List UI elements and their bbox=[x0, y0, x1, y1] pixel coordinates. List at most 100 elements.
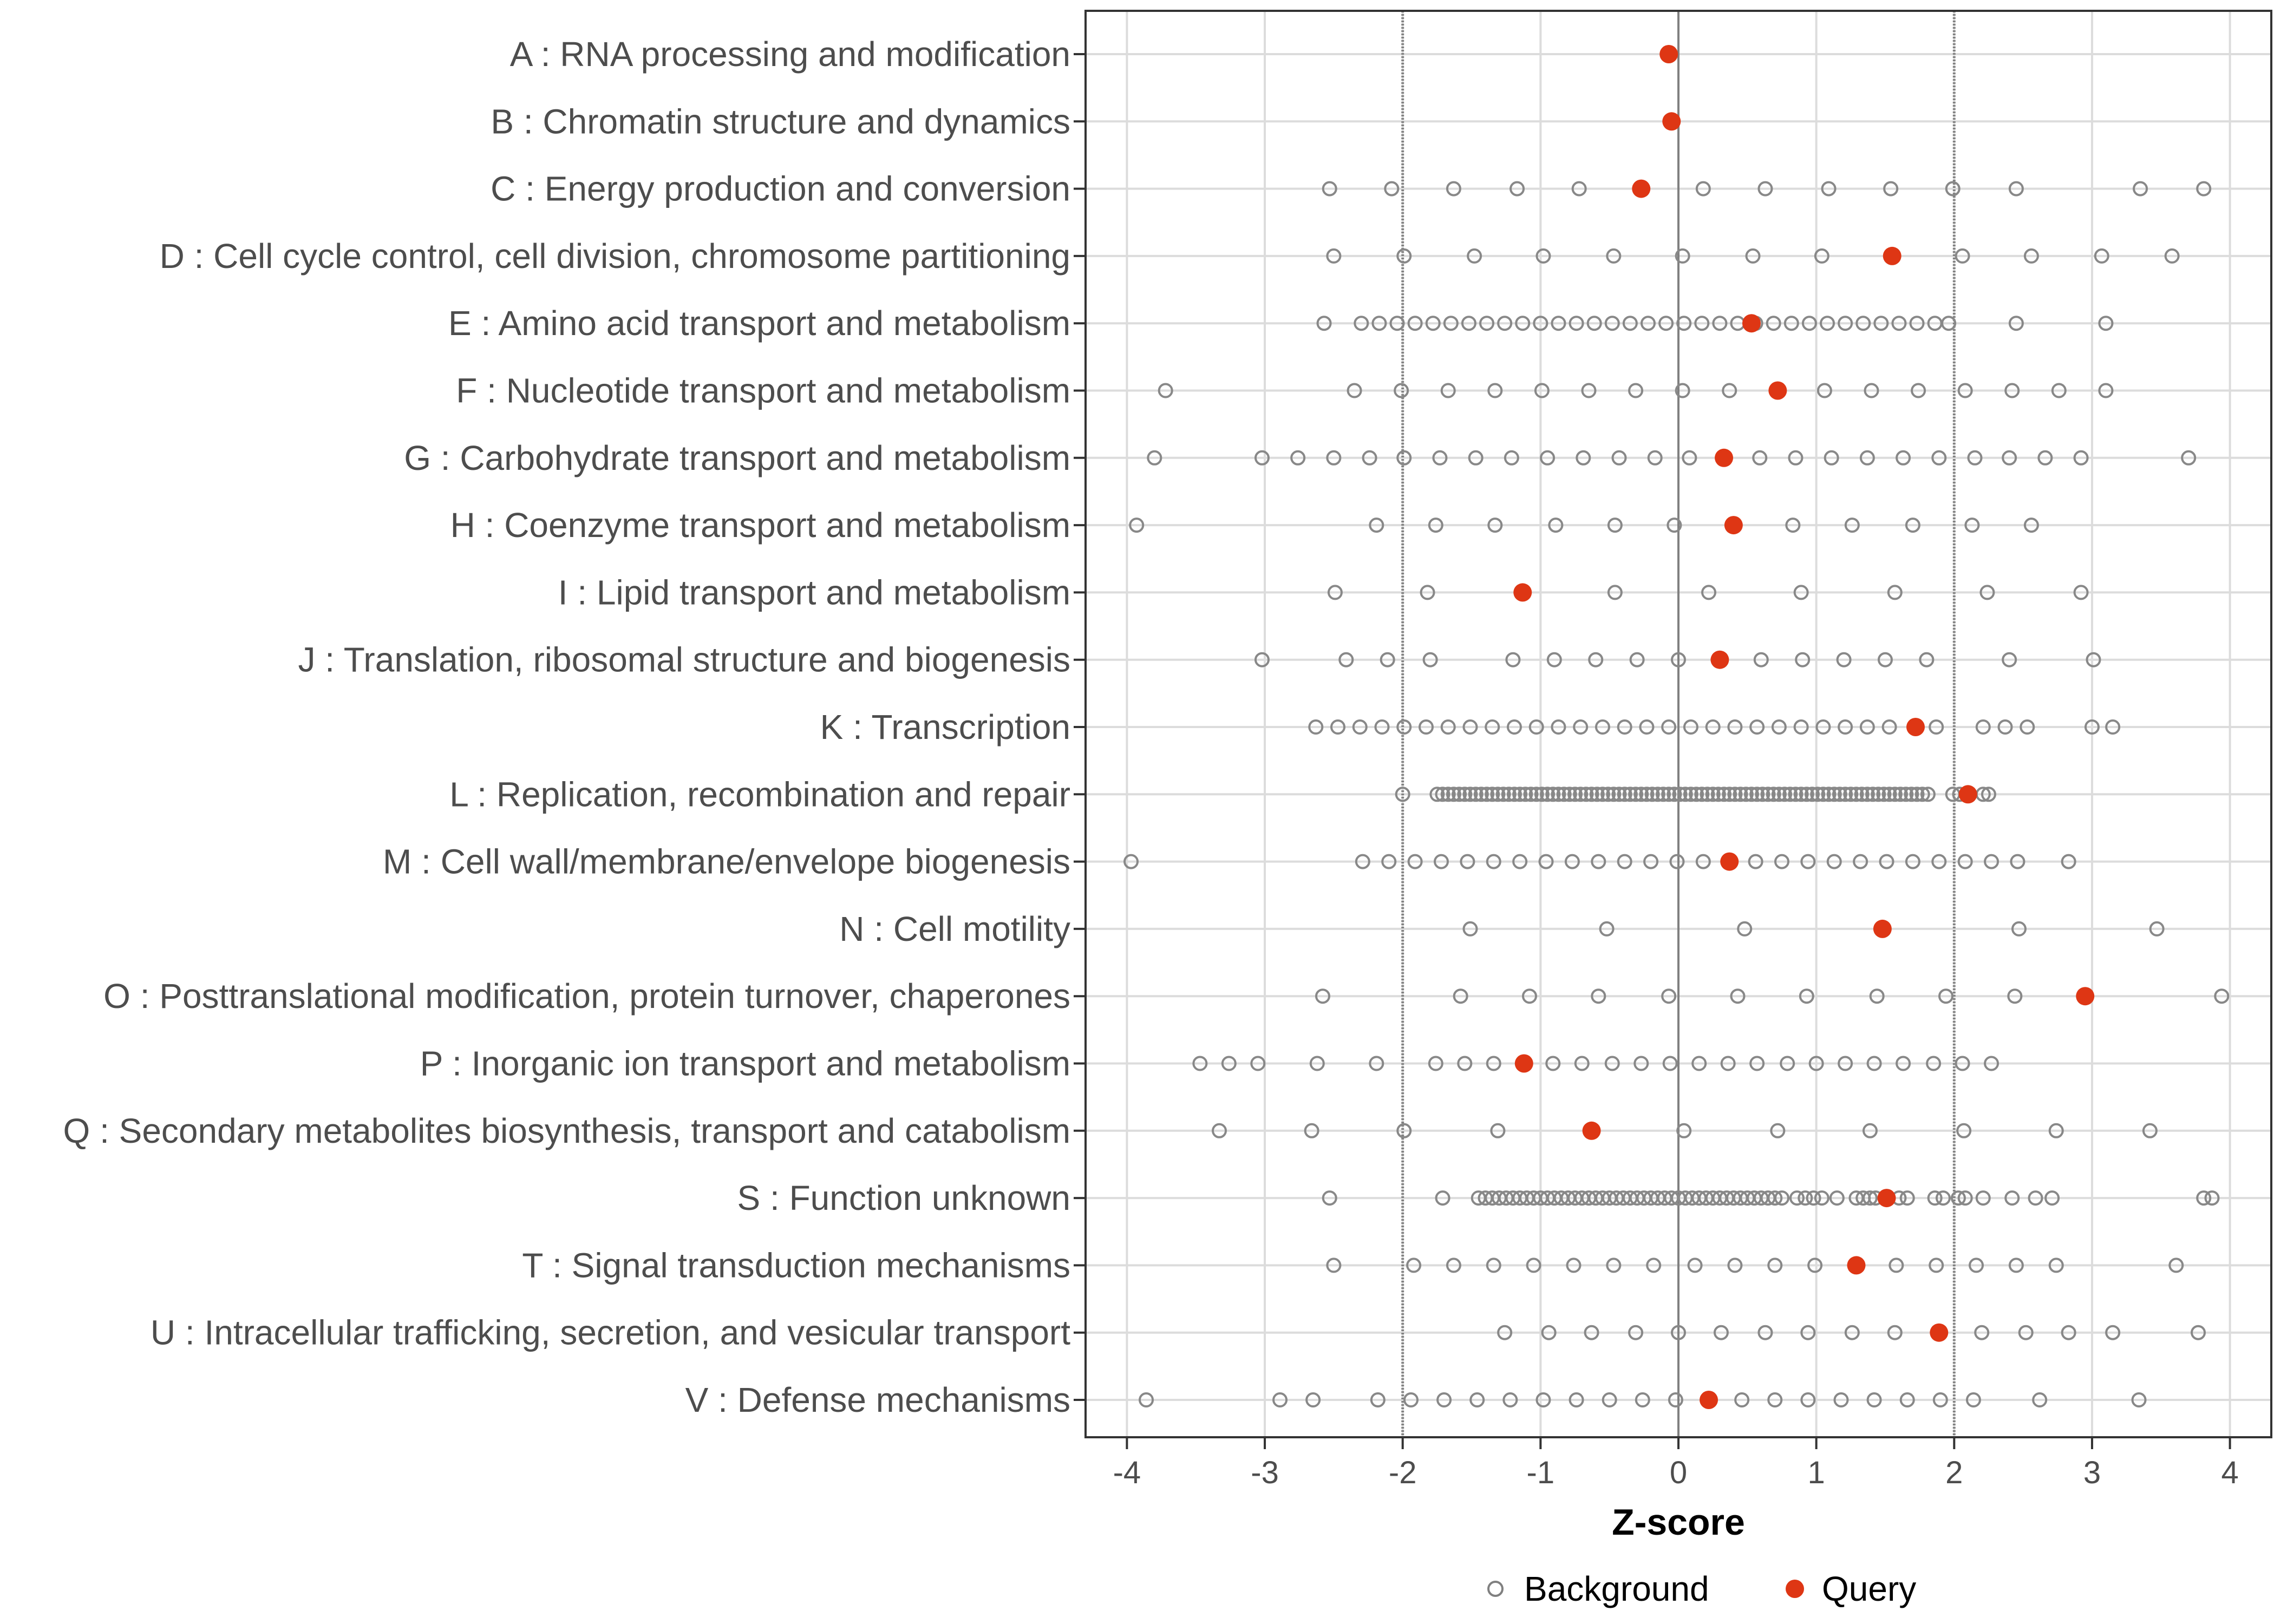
background-point bbox=[1384, 181, 1400, 197]
background-point bbox=[1892, 787, 1908, 802]
background-point bbox=[2168, 1258, 2184, 1273]
background-point bbox=[1129, 518, 1145, 533]
background-point bbox=[2023, 518, 2039, 533]
background-point bbox=[1969, 1258, 1984, 1273]
background-point bbox=[1604, 1056, 1620, 1071]
background-point bbox=[1710, 787, 1726, 802]
background-point bbox=[1887, 787, 1903, 802]
background-point bbox=[1780, 1056, 1795, 1071]
category-label: B : Chromatin structure and dynamics bbox=[491, 102, 1070, 141]
background-point bbox=[1661, 719, 1677, 735]
background-point bbox=[1591, 988, 1606, 1004]
background-point bbox=[1569, 1392, 1584, 1407]
background-point bbox=[1355, 854, 1370, 869]
background-point bbox=[1457, 787, 1473, 802]
background-point bbox=[2002, 652, 2017, 667]
background-point bbox=[2007, 988, 2023, 1004]
background-point bbox=[1997, 719, 2013, 735]
background-point bbox=[1789, 1190, 1805, 1206]
background-point bbox=[1727, 719, 1743, 735]
background-point bbox=[1578, 787, 1594, 802]
background-point bbox=[1919, 652, 1935, 667]
query-point bbox=[1582, 1121, 1601, 1140]
background-point bbox=[1599, 921, 1615, 937]
background-point bbox=[1838, 787, 1853, 802]
background-point bbox=[1479, 787, 1495, 802]
x-tick-label: -1 bbox=[1527, 1455, 1555, 1490]
background-point bbox=[1965, 1392, 1981, 1407]
background-point bbox=[1646, 1258, 1662, 1273]
background-point bbox=[1512, 787, 1528, 802]
background-point bbox=[1752, 450, 1768, 466]
background-point bbox=[1533, 316, 1548, 331]
background-point bbox=[1838, 1056, 1853, 1071]
background-point bbox=[1371, 316, 1387, 331]
background-point bbox=[1490, 787, 1506, 802]
background-point bbox=[1606, 787, 1622, 802]
background-point bbox=[1362, 450, 1377, 466]
background-point bbox=[1810, 787, 1826, 802]
background-point bbox=[1720, 1056, 1736, 1071]
background-point bbox=[1743, 787, 1759, 802]
background-point bbox=[1833, 1392, 1849, 1407]
background-point bbox=[1589, 787, 1605, 802]
background-point bbox=[2010, 854, 2025, 869]
background-point bbox=[1290, 450, 1306, 466]
background-point bbox=[1330, 719, 1346, 735]
background-point bbox=[1221, 1056, 1237, 1071]
background-point bbox=[1745, 248, 1761, 264]
background-point bbox=[2204, 1190, 2220, 1206]
background-point bbox=[1898, 787, 1914, 802]
category-label: I : Lipid transport and metabolism bbox=[558, 573, 1070, 612]
background-point bbox=[1800, 1325, 1816, 1340]
background-point bbox=[2098, 316, 2114, 331]
background-point bbox=[1574, 1056, 1590, 1071]
x-tick-label: -3 bbox=[1251, 1455, 1279, 1490]
background-point bbox=[1905, 854, 1920, 869]
background-point bbox=[1622, 787, 1638, 802]
background-point bbox=[1675, 248, 1690, 264]
background-point bbox=[1528, 787, 1544, 802]
background-point bbox=[1926, 1056, 1942, 1071]
background-point bbox=[1604, 316, 1620, 331]
background-point bbox=[1661, 787, 1677, 802]
background-point bbox=[1272, 1392, 1288, 1407]
background-point bbox=[1639, 719, 1655, 735]
background-point bbox=[1534, 383, 1550, 398]
background-point bbox=[1461, 316, 1476, 331]
background-point bbox=[1793, 719, 1809, 735]
query-point bbox=[1930, 1323, 1949, 1342]
legend-query-label: Query bbox=[1822, 1569, 1916, 1608]
background-point bbox=[1682, 450, 1697, 466]
background-point bbox=[1700, 787, 1715, 802]
background-point bbox=[1147, 450, 1162, 466]
grid-layer bbox=[1086, 11, 2271, 1437]
background-point bbox=[1487, 383, 1503, 398]
background-point bbox=[2094, 248, 2109, 264]
background-point bbox=[1515, 316, 1531, 331]
background-point bbox=[1914, 787, 1930, 802]
background-point bbox=[1485, 787, 1500, 802]
background-point bbox=[1749, 787, 1765, 802]
background-point bbox=[2037, 450, 2053, 466]
background-point bbox=[1771, 719, 1787, 735]
background-point bbox=[2044, 1190, 2060, 1206]
background-point bbox=[1428, 1056, 1443, 1071]
background-point bbox=[1848, 787, 1864, 802]
background-point bbox=[2051, 383, 2067, 398]
background-point bbox=[1584, 1325, 1599, 1340]
background-point bbox=[1501, 787, 1517, 802]
background-point bbox=[1640, 316, 1656, 331]
background-point bbox=[1326, 1258, 1342, 1273]
background-point bbox=[1315, 988, 1330, 1004]
background-point bbox=[2142, 1123, 2158, 1138]
background-point bbox=[1541, 1325, 1557, 1340]
background-point bbox=[1512, 854, 1528, 869]
background-point bbox=[1808, 1056, 1824, 1071]
background-point bbox=[1891, 316, 1907, 331]
background-point bbox=[1722, 787, 1737, 802]
background-point bbox=[1955, 1056, 1970, 1071]
background-point bbox=[1123, 854, 1139, 869]
x-tick-label: 1 bbox=[1808, 1455, 1825, 1490]
x-tick-label: 4 bbox=[2221, 1455, 2238, 1490]
